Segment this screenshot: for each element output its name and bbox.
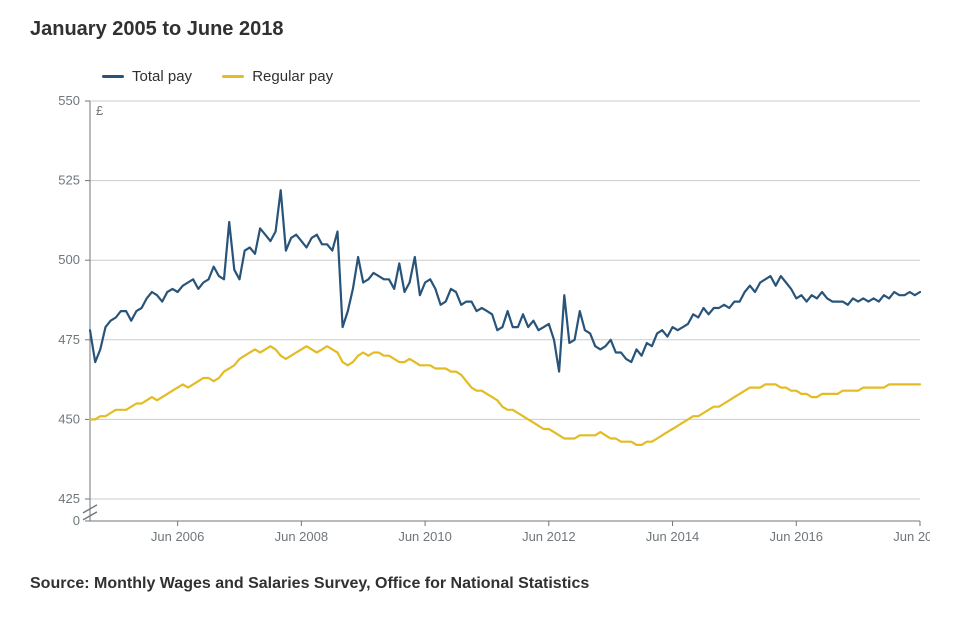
legend-item-total: Total pay	[102, 68, 192, 85]
svg-text:Jun 2012: Jun 2012	[522, 529, 576, 544]
svg-text:550: 550	[58, 93, 80, 108]
legend-label: Total pay	[132, 68, 192, 85]
source-attribution: Source: Monthly Wages and Salaries Surve…	[30, 575, 930, 593]
svg-text:£: £	[96, 103, 104, 118]
svg-text:450: 450	[58, 411, 80, 426]
svg-text:Jun 2006: Jun 2006	[151, 529, 205, 544]
svg-text:425: 425	[58, 491, 80, 506]
legend-swatch	[102, 75, 124, 78]
svg-text:Jun 2016: Jun 2016	[770, 529, 824, 544]
legend-label: Regular pay	[252, 68, 333, 85]
line-chart: 0 425 450 475 500 525 550 £ Jun 2006 Jun 2008 Jun …	[30, 93, 930, 553]
svg-text:Jun 2010: Jun 2010	[398, 529, 452, 544]
svg-text:Jun 2008: Jun 2008	[275, 529, 329, 544]
svg-text:Jun 2014: Jun 2014	[646, 529, 700, 544]
svg-text:0: 0	[73, 513, 80, 528]
svg-text:525: 525	[58, 173, 80, 188]
legend: Total pay Regular pay	[102, 65, 930, 85]
legend-item-regular: Regular pay	[222, 68, 333, 85]
svg-text:475: 475	[58, 332, 80, 347]
svg-text:500: 500	[58, 252, 80, 267]
chart-title: January 2005 to June 2018	[30, 18, 930, 41]
svg-text:Jun 2018: Jun 2018	[893, 529, 930, 544]
legend-swatch	[222, 75, 244, 78]
